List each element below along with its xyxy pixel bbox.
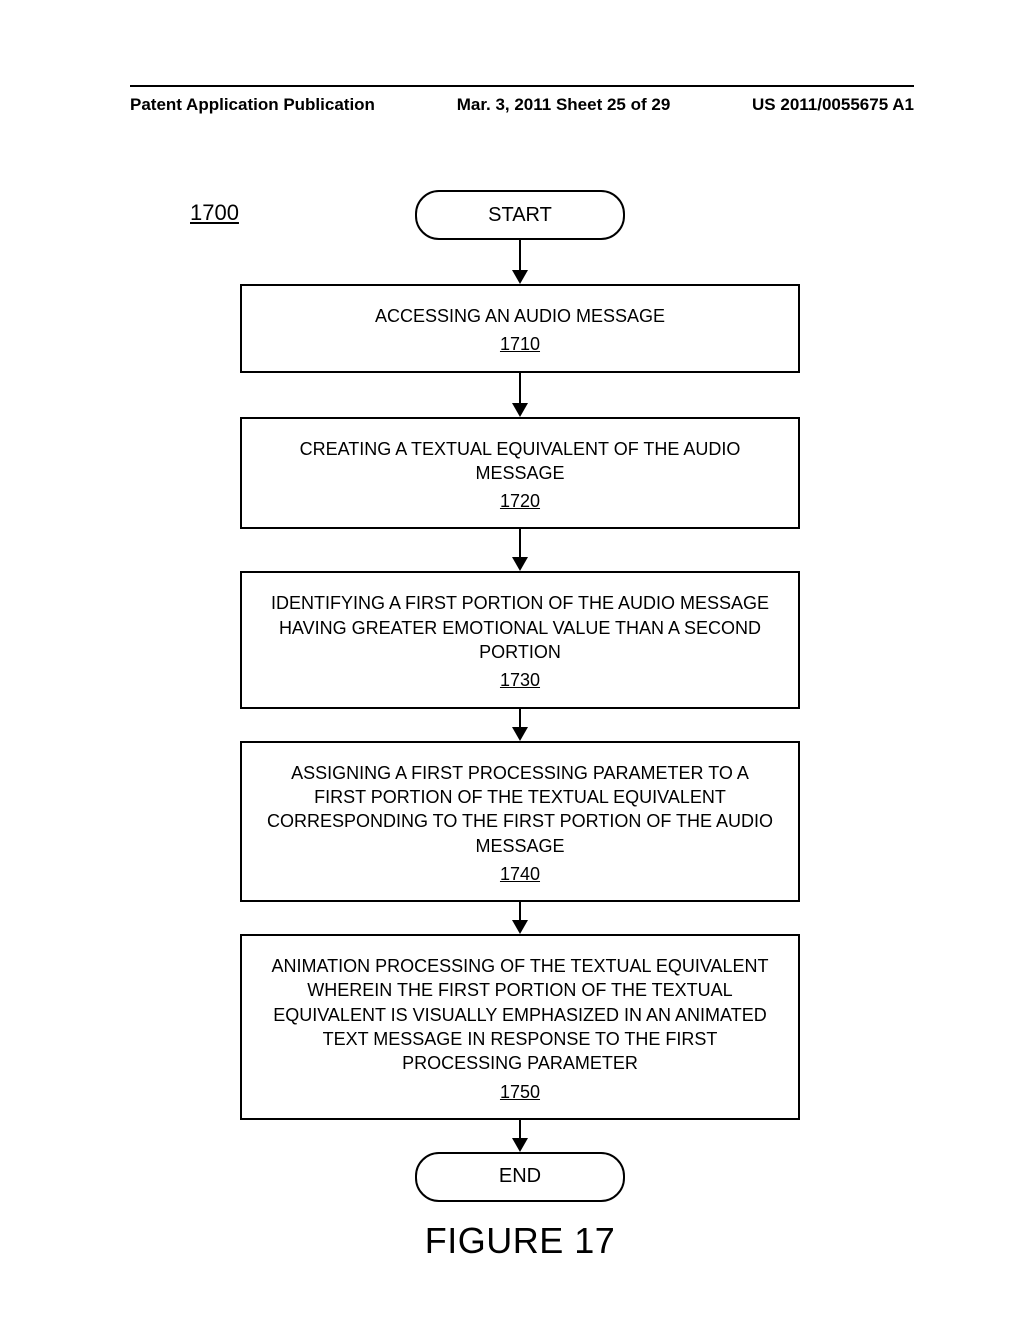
reference-number: 1700 [190,200,239,226]
step-number: 1750 [264,1080,776,1104]
arrow [512,373,528,417]
arrow [512,709,528,741]
header-center: Mar. 3, 2011 Sheet 25 of 29 [457,95,671,115]
step-text: ASSIGNING A FIRST PROCESSING PARAMETER T… [267,763,773,856]
process-step: ACCESSING AN AUDIO MESSAGE 1710 [240,284,800,373]
step-text: ANIMATION PROCESSING OF THE TEXTUAL EQUI… [271,956,768,1073]
flowchart: 1700 START ACCESSING AN AUDIO MESSAGE 17… [190,190,850,1262]
arrow-line [519,529,521,557]
header-right: US 2011/0055675 A1 [752,95,914,115]
arrow [512,1120,528,1152]
arrow-line [519,1120,521,1138]
start-terminal: START [415,190,625,240]
arrow-head-icon [512,270,528,284]
process-step: CREATING A TEXTUAL EQUIVALENT OF THE AUD… [240,417,800,530]
step-text: ACCESSING AN AUDIO MESSAGE [375,306,665,326]
arrow [512,902,528,934]
process-step: ANIMATION PROCESSING OF THE TEXTUAL EQUI… [240,934,800,1120]
process-step: ASSIGNING A FIRST PROCESSING PARAMETER T… [240,741,800,902]
step-number: 1740 [264,862,776,886]
arrow [512,529,528,571]
flowchart-column: START ACCESSING AN AUDIO MESSAGE 1710 CR… [190,190,850,1262]
arrow [512,240,528,284]
end-label: END [499,1165,541,1188]
page-header: Patent Application Publication Mar. 3, 2… [130,85,914,115]
figure-caption: FIGURE 17 [425,1220,616,1262]
arrow-line [519,902,521,920]
process-step: IDENTIFYING A FIRST PORTION OF THE AUDIO… [240,571,800,708]
step-number: 1720 [264,489,776,513]
arrow-line [519,709,521,727]
arrow-head-icon [512,557,528,571]
step-number: 1730 [264,668,776,692]
arrow-line [519,240,521,270]
end-terminal: END [415,1152,625,1202]
arrow-line [519,373,521,403]
arrow-head-icon [512,727,528,741]
page: Patent Application Publication Mar. 3, 2… [0,0,1024,1320]
step-text: IDENTIFYING A FIRST PORTION OF THE AUDIO… [271,593,769,662]
arrow-head-icon [512,403,528,417]
arrow-head-icon [512,920,528,934]
header-left: Patent Application Publication [130,95,375,115]
start-label: START [488,204,552,227]
step-number: 1710 [264,332,776,356]
step-text: CREATING A TEXTUAL EQUIVALENT OF THE AUD… [300,439,741,483]
arrow-head-icon [512,1138,528,1152]
